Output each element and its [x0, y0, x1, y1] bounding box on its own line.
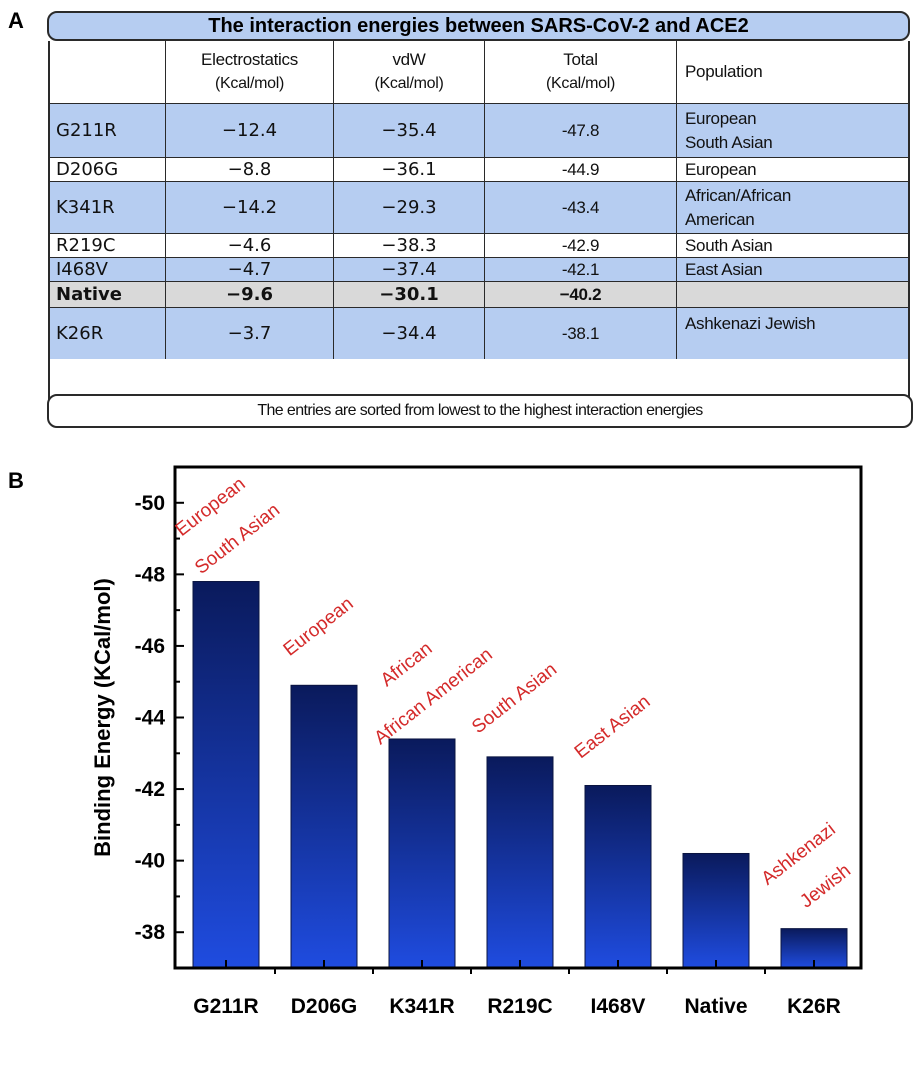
- population-line: African/African: [685, 185, 792, 205]
- header-line: Population: [685, 62, 763, 81]
- table-cell-total: -38.1: [484, 308, 676, 359]
- table-cell-electrostatics: −4.7: [165, 258, 333, 281]
- y-tick-label: -42: [135, 778, 165, 801]
- table-cell-total: -44.9: [484, 158, 676, 181]
- table-row: R219C −4.6 −38.3 -42.9 South Asian: [50, 233, 908, 257]
- y-tick-label: -46: [135, 635, 165, 658]
- x-category-label: K341R: [389, 995, 454, 1018]
- table-cell-total: −40.2: [484, 282, 676, 307]
- y-tick-label: -40: [135, 850, 165, 873]
- table-row: I468V −4.7 −37.4 -42.1 East Asian: [50, 257, 908, 281]
- table-cell-population: Ashkenazi Jewish: [676, 308, 908, 359]
- x-category-label: G211R: [193, 995, 258, 1018]
- panel-label-b: B: [8, 468, 24, 493]
- energy-table: The interaction energies between SARS-Co…: [46, 10, 914, 430]
- table-cell-vdw: −30.1: [333, 282, 484, 307]
- population-annotation: East Asian: [571, 691, 655, 763]
- table-header-row: Electrostatics (Kcal/mol) vdW (Kcal/mol) Tot…: [50, 41, 908, 103]
- x-category-label: R219C: [487, 995, 552, 1018]
- table-cell-electrostatics: −14.2: [165, 182, 333, 233]
- table-cell-mutation: I468V: [56, 259, 108, 280]
- y-axis-title: Binding Energy (KCal/mol): [90, 578, 115, 857]
- table-grid: Electrostatics (Kcal/mol) vdW (Kcal/mol) Tot…: [48, 41, 910, 403]
- bar-d206g: [290, 684, 358, 969]
- x-category-label: D206G: [291, 995, 358, 1018]
- table-cell-population: [676, 282, 908, 307]
- table-header-cell: Population: [676, 41, 908, 103]
- table-cell-vdw: −34.4: [333, 308, 484, 359]
- table-cell-total: -42.1: [484, 258, 676, 281]
- table-cell-vdw: −36.1: [333, 158, 484, 181]
- table-cell-electrostatics: −9.6: [165, 282, 333, 307]
- header-unit: (Kcal/mol): [214, 75, 284, 92]
- table-cell-vdw: −37.4: [333, 258, 484, 281]
- header-line: vdW: [392, 50, 426, 69]
- population-annotation: African: [377, 638, 437, 691]
- table-cell-electrostatics: −8.8: [165, 158, 333, 181]
- table-header-cell: vdW (Kcal/mol): [333, 41, 484, 103]
- y-tick-label: -48: [135, 563, 166, 586]
- population-line: American: [685, 209, 755, 229]
- table-cell-mutation: Native: [56, 284, 122, 305]
- bar-native: [682, 852, 750, 969]
- table-cell-vdw: −38.3: [333, 234, 484, 257]
- table-row: Native −9.6 −30.1 −40.2: [50, 281, 908, 307]
- x-category-label: K26R: [787, 995, 841, 1018]
- table-cell-population: East Asian: [676, 258, 908, 281]
- table-cell-electrostatics: −12.4: [165, 104, 333, 157]
- table-footer-note: The entries are sorted from lowest to th…: [47, 394, 913, 428]
- header-line: Total: [563, 50, 598, 69]
- table-row: K26R −3.7 −34.4 -38.1 Ashkenazi Jewish: [50, 307, 908, 359]
- table-cell-vdw: −29.3: [333, 182, 484, 233]
- table-cell-mutation: G211R: [56, 120, 117, 141]
- bar-r219c: [486, 756, 554, 969]
- x-category-label: I468V: [591, 995, 646, 1018]
- population-line: European: [685, 108, 757, 128]
- bar-k341r: [388, 738, 456, 969]
- population-line: European: [685, 159, 757, 179]
- table-cell-population: South Asian: [676, 234, 908, 257]
- population-annotation: Jewish: [796, 860, 855, 912]
- header-unit: (Kcal/mol): [374, 75, 444, 92]
- table-cell-total: -42.9: [484, 234, 676, 257]
- table-cell-mutation: R219C: [56, 235, 116, 256]
- table-row: K341R −14.2 −29.3 -43.4 African/African Ameri…: [50, 181, 908, 233]
- table-cell-electrostatics: −4.6: [165, 234, 333, 257]
- bar-g211r: [192, 581, 260, 969]
- population-annotation: European: [280, 593, 358, 660]
- population-line: Ashkenazi Jewish: [685, 314, 816, 333]
- y-tick-label: -44: [135, 707, 166, 730]
- table-header-cell: Electrostatics (Kcal/mol): [165, 41, 333, 103]
- table-cell-total: -43.4: [484, 182, 676, 233]
- y-tick-label: -50: [135, 492, 165, 515]
- table-cell-vdw: −35.4: [333, 104, 484, 157]
- table-cell-population: European: [676, 158, 908, 181]
- table-cell-population: African/African American: [676, 182, 908, 233]
- table-cell-mutation: K26R: [56, 323, 104, 344]
- table-cell-mutation: D206G: [56, 159, 119, 180]
- table-cell-mutation: K341R: [56, 197, 115, 218]
- header-line: Electrostatics: [201, 50, 298, 69]
- table-cell-total: -47.8: [484, 104, 676, 157]
- header-unit: (Kcal/mol): [545, 75, 615, 92]
- panel-label-a: A: [8, 8, 24, 33]
- x-category-label: Native: [684, 995, 747, 1018]
- population-line: South Asian: [685, 132, 773, 152]
- table-title: The interaction energies between SARS-Co…: [47, 11, 910, 41]
- table-cell-electrostatics: −3.7: [165, 308, 333, 359]
- bar-i468v: [584, 784, 652, 969]
- table-cell-population: European South Asian: [676, 104, 908, 157]
- population-line: South Asian: [685, 235, 773, 255]
- population-line: East Asian: [685, 259, 763, 279]
- table-header-cell: Total (Kcal/mol): [484, 41, 676, 103]
- y-tick-label: -38: [135, 921, 166, 944]
- table-row: G211R −12.4 −35.4 -47.8 European South Asian: [50, 103, 908, 157]
- table-row: D206G −8.8 −36.1 -44.9 European: [50, 157, 908, 181]
